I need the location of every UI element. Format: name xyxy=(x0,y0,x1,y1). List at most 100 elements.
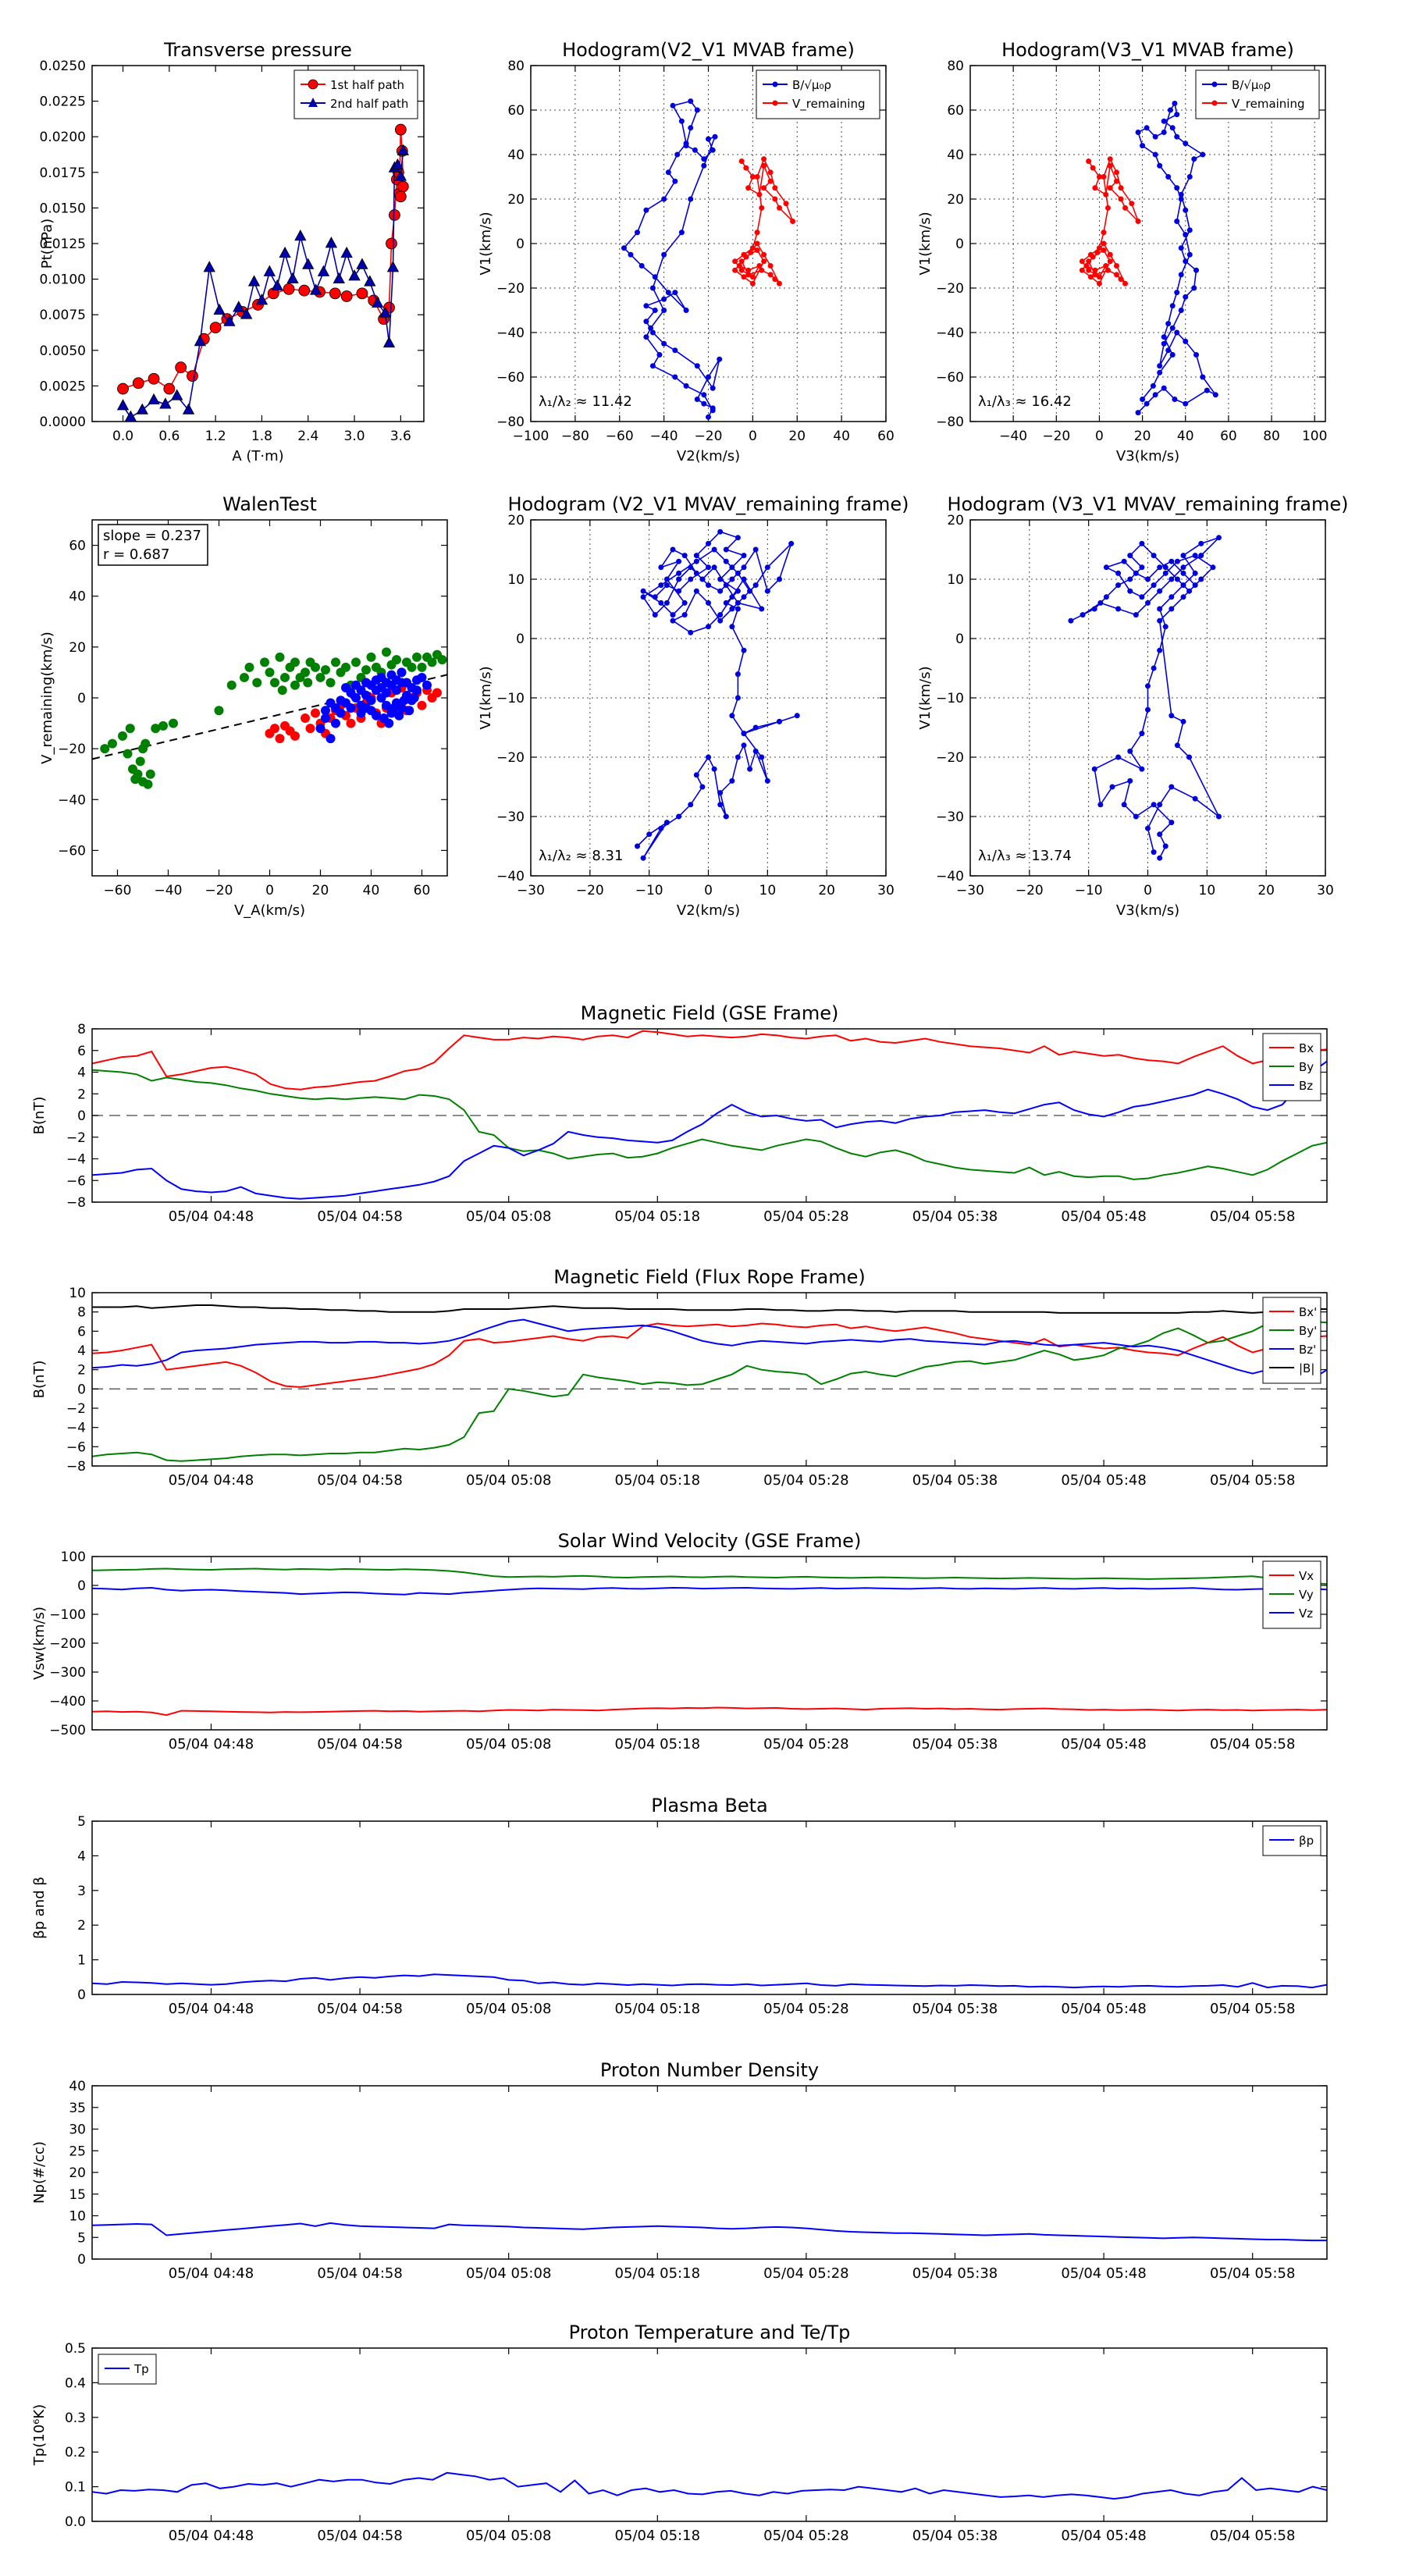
chart-2-ytick-label-8: 80 xyxy=(507,59,525,74)
chart-11-xtick-label-1: 05/04 04:58 xyxy=(317,2265,402,2282)
chart-2-series-2-point-17 xyxy=(759,205,765,211)
chart-2-series-2-point-35 xyxy=(759,267,765,273)
chart-5-ytick-label-1: −30 xyxy=(496,809,525,825)
chart-3-ytick-label-5: 20 xyxy=(947,192,964,208)
chart-4-series-3-point-23 xyxy=(366,696,376,706)
chart-1-series-1-point-16 xyxy=(329,287,341,300)
chart-5-series-1-point-90 xyxy=(640,594,646,600)
chart-2-series-1-point-35 xyxy=(683,143,689,149)
chart-3-ytick-label-0: −80 xyxy=(936,415,964,430)
chart-4-annotation-box xyxy=(98,524,208,566)
chart-2-series-1-point-4 xyxy=(694,397,700,402)
chart-10-ytick-label-1: 1 xyxy=(77,1953,86,1969)
chart-3-series-2-point-1 xyxy=(1086,158,1092,165)
chart-3-legend-marker-2 xyxy=(1211,100,1218,106)
chart-6-series-1-point-1 xyxy=(1157,855,1163,861)
chart-2: Hodogram(V2_V1 MVAB frame)−100 −80 −60 −40−… xyxy=(478,39,895,464)
chart-3-series-1-point-5 xyxy=(1172,397,1178,402)
chart-2-series-2-point-27 xyxy=(743,254,749,260)
chart-3-series-1-point-42 xyxy=(1157,162,1163,169)
chart-2-ytick-label-7: 60 xyxy=(507,103,525,119)
chart-5-series-1-point-57 xyxy=(681,553,688,559)
chart-7-legend: Bx By Bz xyxy=(1262,1033,1321,1101)
chart-3-series-2-point-33 xyxy=(1086,258,1092,265)
chart-5-series-1-point-8 xyxy=(699,784,706,790)
chart-1-series-1-point-23 xyxy=(389,209,400,221)
chart-6-xtick-label-4: 10 xyxy=(1199,883,1216,898)
chart-8-xtick-label-1: 05/04 04:58 xyxy=(317,1472,402,1489)
chart-6-series-1-point-39 xyxy=(1103,594,1109,600)
chart-2-annotation: λ₁/λ₂ ≈ 11.42 xyxy=(539,393,632,410)
chart-11-plot-area xyxy=(92,2222,1327,2242)
chart-6-series-1-point-2 xyxy=(1162,843,1168,849)
chart-5-series-1-point-66 xyxy=(788,540,795,546)
chart-12-xtick-label-2: 05/04 05:08 xyxy=(466,2528,551,2544)
chart-4-series-1-point-3 xyxy=(118,731,127,741)
chart-3-series-2-point-15 xyxy=(1107,156,1113,162)
chart-2-series-2-point-22 xyxy=(738,267,745,273)
chart-1-series-2-point-36 xyxy=(394,169,407,181)
chart-6-series-1-point-76 xyxy=(1157,802,1163,808)
chart-1-xtick-label-5: 3.0 xyxy=(344,429,365,444)
chart-2-series-1-point-45 xyxy=(649,285,656,291)
chart-2-series-2-point-29 xyxy=(761,258,767,265)
chart-4-series-3-point-3 xyxy=(325,734,336,744)
chart-1-series-1-point-8 xyxy=(209,322,222,334)
chart-6-series-1-line xyxy=(1070,537,1220,859)
chart-6-series-1-point-57 xyxy=(1115,570,1122,576)
chart-8-xtick-label-0: 05/04 04:48 xyxy=(169,1472,254,1489)
chart-7-frame xyxy=(91,1028,1328,1203)
chart-4-ylabel: V_remaining(km/s) xyxy=(39,632,55,764)
chart-6-series-1-point-13 xyxy=(1139,766,1145,772)
chart-6-series-1-point-48 xyxy=(1186,588,1193,594)
chart-2-xtick-label-8: 60 xyxy=(877,429,895,444)
chart-4-series-1-point-1 xyxy=(100,744,110,754)
chart-3-series-1-point-7 xyxy=(1204,387,1210,393)
chart-4-series-3-point-33 xyxy=(417,672,427,682)
chart-11-xtick-label-5: 05/04 05:38 xyxy=(912,2265,998,2282)
chart-1-series-2-point-26 xyxy=(340,246,353,258)
chart-5-xtick-label-6: 30 xyxy=(877,883,895,898)
chart-2-series-2-point-21 xyxy=(732,258,738,265)
chart-2-series-2-point-15 xyxy=(761,156,767,162)
chart-2-series-2-point-26 xyxy=(736,263,742,269)
chart-9-xtick-label-6: 05/04 05:48 xyxy=(1061,1736,1146,1752)
chart-2-series-1-point-17 xyxy=(683,308,689,313)
chart-4-series-3-point-28 xyxy=(392,685,401,696)
chart-10-frame xyxy=(91,1820,1328,1995)
chart-10-xtick-label-7: 05/04 05:58 xyxy=(1210,2001,1295,2017)
chart-8-series-1-line xyxy=(92,1322,1327,1388)
chart-5-series-1-point-31 xyxy=(741,647,747,653)
chart-5-series-1-point-88 xyxy=(663,600,670,606)
chart-3-ytick-label-6: 40 xyxy=(947,148,964,163)
chart-4-annotation-line-1: slope = 0.237 xyxy=(103,528,201,544)
chart-6-series-1-point-35 xyxy=(1097,600,1104,606)
chart-2-series-1-point-44 xyxy=(661,251,667,258)
chart-6-series-1-point-37 xyxy=(1068,617,1074,624)
chart-4-series-3-point-47 xyxy=(336,696,346,706)
chart-3-series-2-point-36 xyxy=(1114,272,1120,278)
chart-12-ytick-label-0: 0.0 xyxy=(65,2514,86,2530)
chart-3-series-2-point-32 xyxy=(1079,267,1085,273)
chart-5-series-1-point-86 xyxy=(688,564,694,571)
chart-8-ytick-label-2: −4 xyxy=(66,1421,86,1436)
chart-3-series-1-point-6 xyxy=(1183,400,1189,407)
chart-1-series-2-point-31 xyxy=(379,306,392,318)
chart-4-series-2-point-7 xyxy=(301,713,310,724)
chart-2-series-2-point-5 xyxy=(756,191,763,197)
chart-3-series-2-point-23 xyxy=(1096,274,1102,280)
chart-1-series-2-point-20 xyxy=(294,229,307,241)
chart-5-series-1-point-93 xyxy=(693,558,699,564)
chart-9-legend-label-3: Vz xyxy=(1299,1606,1313,1621)
chart-4: WalenTest −60 −40 −20 0 20 40 60 −60 −40 −20 0 20 40 6… xyxy=(39,493,448,919)
chart-2-legend-label-1: B/√μ₀ρ xyxy=(792,78,831,92)
chart-2-series-2-point-42 xyxy=(748,249,754,255)
chart-6-series-1-point-8 xyxy=(1127,777,1133,784)
chart-4-series-3-point-55 xyxy=(399,696,409,706)
chart-5-series-1-point-75 xyxy=(670,617,676,624)
chart-3: Hodogram(V3_V1 MVAB frame) −40 −20 0 20 40 60 8… xyxy=(917,39,1327,464)
chart-5-series-1-point-13 xyxy=(723,813,729,820)
chart-7-series-2-line xyxy=(92,1069,1327,1180)
chart-2-series-1-point-25 xyxy=(661,196,667,202)
chart-3-series-2-point-37 xyxy=(1118,276,1124,283)
